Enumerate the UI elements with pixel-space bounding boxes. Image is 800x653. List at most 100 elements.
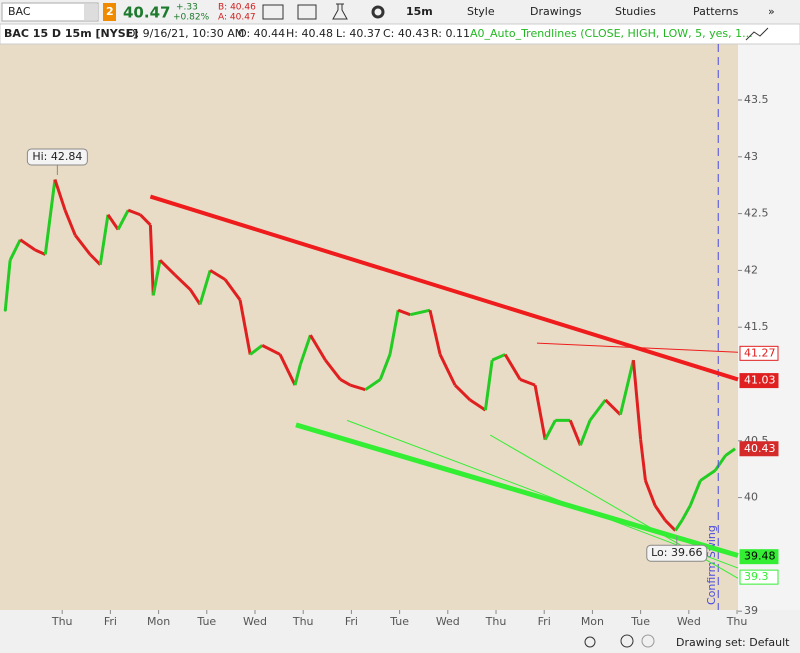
price-segment <box>151 259 162 296</box>
x-tick-label: Fri <box>538 615 551 628</box>
style-icon[interactable] <box>745 27 769 41</box>
price-segment <box>324 359 342 381</box>
y-tick-label: 39 <box>744 604 758 617</box>
price-segment <box>491 353 506 362</box>
toolbar-button[interactable]: Patterns <box>693 5 739 18</box>
price-segment <box>724 447 736 457</box>
price-segment <box>639 439 647 481</box>
price-segment <box>674 519 684 532</box>
toolbar-button[interactable]: Style <box>467 5 495 18</box>
price-label: 41.27 <box>744 346 776 359</box>
link-box[interactable] <box>103 3 116 21</box>
price-segment <box>106 213 120 231</box>
zoom-out-button[interactable] <box>641 634 655 648</box>
share-button[interactable] <box>262 4 284 20</box>
trendline <box>346 419 739 569</box>
toolbar-button[interactable]: Studies <box>615 5 656 18</box>
price-segment <box>388 309 400 355</box>
y-tick-label: 40 <box>744 491 758 504</box>
price-segment <box>618 359 635 416</box>
swing-marker-label: Confirm Swing <box>705 525 718 605</box>
price-segment <box>688 479 702 507</box>
drawing-set[interactable]: Drawing set: Default <box>676 636 790 649</box>
x-tick-label: Wed <box>677 615 701 628</box>
price-segment <box>158 259 177 277</box>
price-segment <box>364 378 382 391</box>
price-segment <box>261 344 281 356</box>
annotation: Lo: 39.66 <box>651 546 702 559</box>
calendar-button[interactable] <box>297 4 317 20</box>
x-tick-label: Thu <box>51 615 73 628</box>
crosshair-button[interactable] <box>584 636 596 648</box>
price-segment <box>293 364 302 386</box>
y-tick-label: 42 <box>744 263 758 276</box>
price-segment <box>438 353 457 386</box>
trendline <box>295 422 739 558</box>
annotation-box <box>646 544 708 562</box>
annotation-box <box>26 148 88 166</box>
price-segment <box>63 209 77 236</box>
price-segment <box>533 384 547 440</box>
price-segment <box>543 419 557 441</box>
trendline <box>536 342 739 353</box>
price-segment <box>139 213 152 227</box>
price-segment <box>98 214 110 265</box>
price-segment <box>714 454 727 472</box>
x-tick-label: Thu <box>485 615 507 628</box>
y-tick-label: 43.5 <box>744 93 769 106</box>
info-item: L: 40.37 <box>336 27 381 40</box>
price-segment <box>173 273 192 291</box>
price-segment <box>653 504 667 522</box>
more-button[interactable]: » <box>768 5 775 18</box>
x-tick-label: Thu <box>726 615 748 628</box>
price-segment <box>249 344 264 356</box>
timeframe[interactable]: 15m <box>406 5 433 18</box>
price-label-box <box>739 373 779 389</box>
info-item: O: 40.44 <box>238 27 285 40</box>
price-label: 41.03 <box>744 374 776 387</box>
price-segment <box>53 179 67 211</box>
price-label-box <box>739 569 779 585</box>
price-segment <box>116 209 130 231</box>
price-label: 40.43 <box>744 442 776 455</box>
x-tick-label: Mon <box>581 615 604 628</box>
price-segment <box>127 208 141 217</box>
price-label: 39.48 <box>744 550 776 563</box>
price-segment <box>644 480 657 507</box>
price-segment <box>664 519 677 532</box>
zoom-in-button[interactable] <box>620 634 634 648</box>
y-tick-label: 41.5 <box>744 320 769 333</box>
price-label-box <box>739 549 779 565</box>
info-item: H: 40.48 <box>286 27 333 40</box>
flask-button[interactable] <box>332 3 348 20</box>
plot-area <box>0 44 738 610</box>
toolbar-button[interactable]: Drawings <box>530 5 582 18</box>
settings-button[interactable] <box>371 5 385 19</box>
info-bar <box>0 23 800 45</box>
change: +.33 <box>176 3 198 13</box>
price-label-box <box>739 441 779 457</box>
price-segment <box>209 269 226 281</box>
y-tick-label: 43 <box>744 150 758 163</box>
ask: A: 40.47 <box>218 13 256 23</box>
symbol: BAC <box>8 5 31 18</box>
price-segment <box>350 383 366 392</box>
price-segment <box>278 353 297 386</box>
price-segment <box>469 398 487 412</box>
price-segment <box>43 179 57 255</box>
info-item: R: 0.11 <box>431 27 470 40</box>
info-symbol: BAC 15 D 15m [NYSE] <box>4 27 138 40</box>
x-tick-label: Tue <box>196 615 216 628</box>
price-segment <box>198 269 212 305</box>
symbol-dropdown[interactable] <box>84 4 98 20</box>
price-segment <box>148 224 155 296</box>
price-segment <box>19 238 37 252</box>
x-tick-label: Wed <box>243 615 267 628</box>
x-tick-label: Thu <box>292 615 314 628</box>
price-segment <box>409 308 431 317</box>
price-segment <box>483 359 494 411</box>
price-segment <box>519 378 536 387</box>
price-segment <box>503 353 522 381</box>
price-segment <box>631 360 643 440</box>
